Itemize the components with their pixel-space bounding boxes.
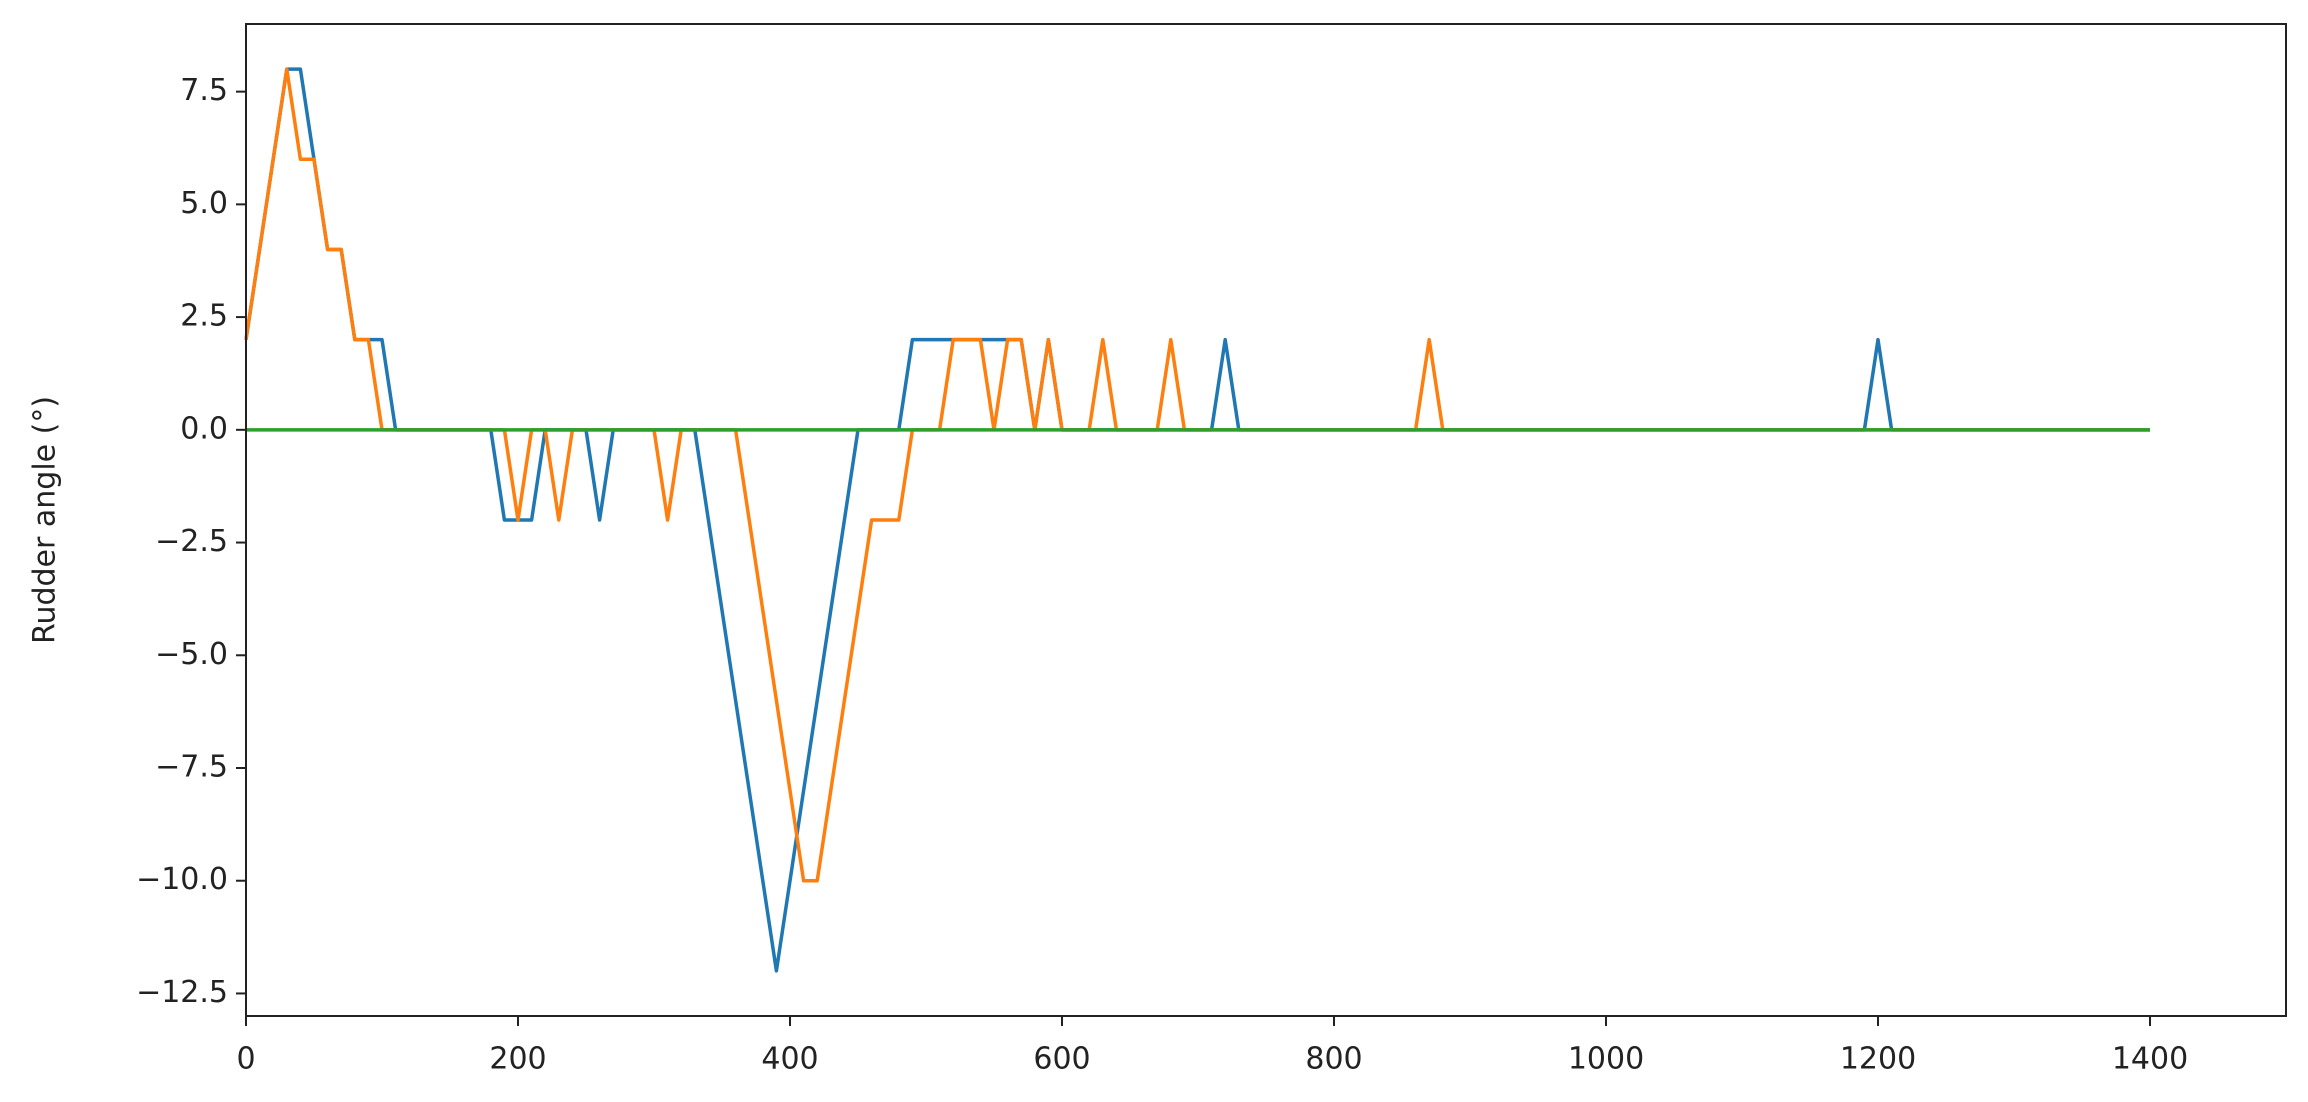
- y-tick-label: 0.0: [180, 411, 228, 446]
- x-tick-label: 1000: [1568, 1042, 1644, 1077]
- y-tick-label: 5.0: [180, 186, 228, 221]
- x-tick-label: 600: [1033, 1042, 1090, 1077]
- x-tick-label: 200: [489, 1042, 546, 1077]
- x-tick-label: 800: [1305, 1042, 1362, 1077]
- y-tick-label: 7.5: [180, 73, 228, 108]
- y-tick-label: −5.0: [155, 637, 228, 672]
- x-tick-label: 1200: [1840, 1042, 1916, 1077]
- y-tick-label: −10.0: [136, 862, 228, 897]
- x-tick-label: 1400: [2112, 1042, 2188, 1077]
- x-tick-label: 0: [236, 1042, 255, 1077]
- y-axis-label: Rudder angle (°): [28, 396, 63, 644]
- plot-frame: [245, 23, 2287, 1017]
- series-line: [244, 67, 2150, 973]
- y-tick-label: 2.5: [180, 299, 228, 334]
- y-tick-label: −7.5: [155, 750, 228, 785]
- y-tick-label: −12.5: [136, 975, 228, 1010]
- x-tick-label: 400: [761, 1042, 818, 1077]
- y-tick-label: −2.5: [155, 524, 228, 559]
- series-line: [244, 67, 2150, 883]
